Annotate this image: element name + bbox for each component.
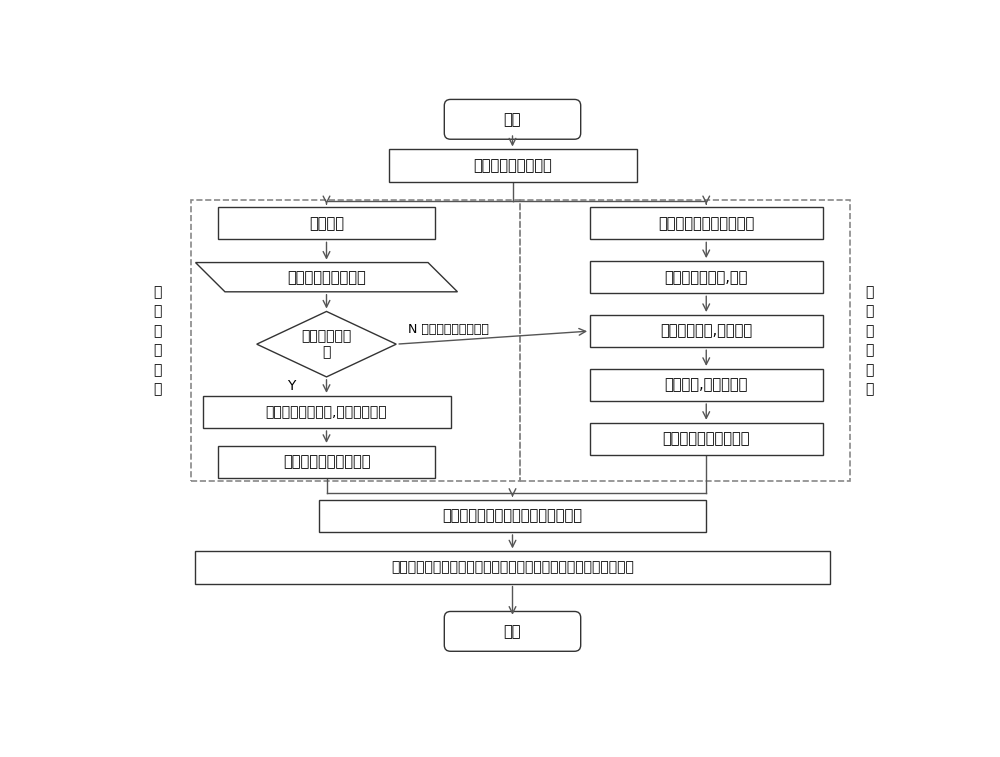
Text: 结束: 结束 bbox=[504, 624, 521, 639]
Text: 视频文件转换成音频文件: 视频文件转换成音频文件 bbox=[658, 216, 754, 231]
FancyBboxPatch shape bbox=[202, 396, 450, 428]
FancyBboxPatch shape bbox=[590, 315, 822, 347]
Text: 判断视频图像变化率: 判断视频图像变化率 bbox=[287, 269, 366, 285]
Text: 记录时间值，入数据库: 记录时间值，入数据库 bbox=[283, 454, 370, 469]
Text: 合并相关视频分段,进行特征标注: 合并相关视频分段,进行特征标注 bbox=[266, 405, 387, 419]
FancyBboxPatch shape bbox=[590, 369, 822, 401]
FancyBboxPatch shape bbox=[444, 612, 581, 651]
FancyBboxPatch shape bbox=[218, 446, 435, 478]
Polygon shape bbox=[257, 311, 396, 377]
Text: 记录时间值，入数据库: 记录时间值，入数据库 bbox=[662, 431, 750, 447]
FancyBboxPatch shape bbox=[218, 207, 435, 239]
Text: 部署视频流采集环境: 部署视频流采集环境 bbox=[473, 158, 552, 173]
FancyBboxPatch shape bbox=[195, 551, 830, 584]
Text: 完成分类,特征值标注: 完成分类,特征值标注 bbox=[665, 378, 748, 392]
Text: 教学过程、教学特点分析和自动生成: 教学过程、教学特点分析和自动生成 bbox=[442, 509, 582, 523]
Text: 是否是播放图
像: 是否是播放图 像 bbox=[301, 329, 352, 360]
FancyBboxPatch shape bbox=[590, 261, 822, 294]
Text: N 由声纹识别模块处理: N 由声纹识别模块处理 bbox=[408, 323, 489, 336]
Text: 视频分段: 视频分段 bbox=[309, 216, 344, 231]
FancyBboxPatch shape bbox=[444, 99, 581, 139]
Text: 以课程信息和时间为索引，对接学情分析数据，生成教学诊断信息: 以课程信息和时间为索引，对接学情分析数据，生成教学诊断信息 bbox=[391, 560, 634, 575]
FancyBboxPatch shape bbox=[590, 207, 822, 239]
Text: Y: Y bbox=[287, 379, 296, 394]
Text: 音频特征值提取,采样: 音频特征值提取,采样 bbox=[665, 269, 748, 285]
FancyBboxPatch shape bbox=[319, 500, 706, 532]
FancyBboxPatch shape bbox=[388, 149, 637, 182]
Text: 进行特征匹配,聚类分析: 进行特征匹配,聚类分析 bbox=[660, 323, 752, 338]
Text: 开始: 开始 bbox=[504, 112, 521, 127]
Polygon shape bbox=[196, 263, 457, 291]
Text: 声
纹
识
别
处
理: 声 纹 识 别 处 理 bbox=[865, 285, 873, 397]
Text: 图
像
识
别
处
理: 图 像 识 别 处 理 bbox=[153, 285, 162, 397]
FancyBboxPatch shape bbox=[590, 422, 822, 455]
